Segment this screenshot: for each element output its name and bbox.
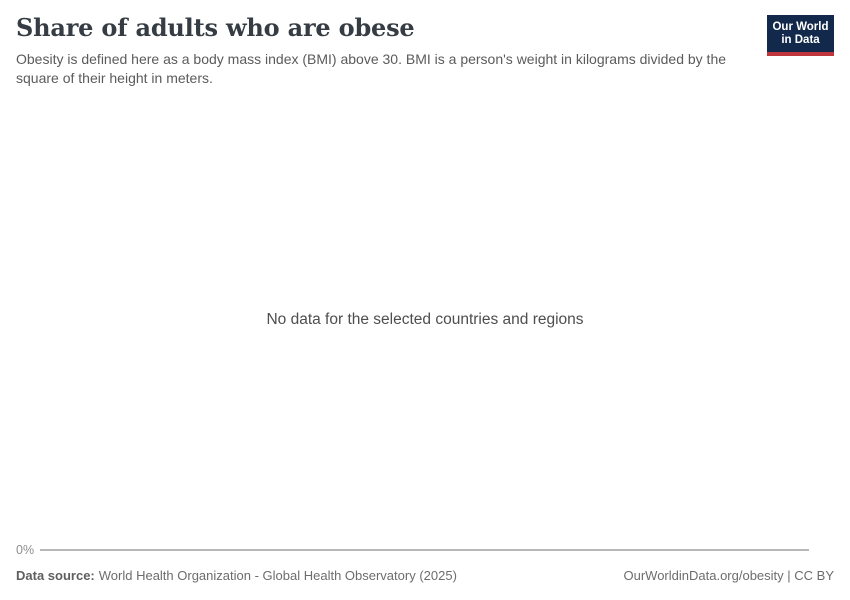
credit-link[interactable]: OurWorldinData.org/obesity | CC BY: [623, 568, 835, 583]
data-source: Data source: World Health Organization - …: [16, 568, 457, 583]
y-axis-tick-label: 0%: [16, 543, 35, 557]
chart-footer: Data source: World Health Organization - …: [16, 568, 834, 583]
chart-subtitle: Obesity is defined here as a body mass i…: [16, 51, 727, 86]
axis-baseline: [40, 549, 810, 551]
chart-header: Share of adults who are obese Obesity is…: [16, 12, 834, 87]
chart-title: Share of adults who are obese: [16, 13, 415, 42]
owid-logo-line1: Our World: [772, 21, 829, 33]
x-axis: 0%: [16, 542, 834, 558]
data-source-value: World Health Organization - Global Healt…: [98, 568, 457, 583]
owid-logo[interactable]: Our World in Data: [767, 15, 834, 56]
data-source-label: Data source:: [16, 568, 95, 583]
no-data-message: No data for the selected countries and r…: [266, 311, 584, 328]
owid-logo-line2: in Data: [781, 34, 820, 46]
chart-plot-area: No data for the selected countries and r…: [0, 100, 850, 540]
